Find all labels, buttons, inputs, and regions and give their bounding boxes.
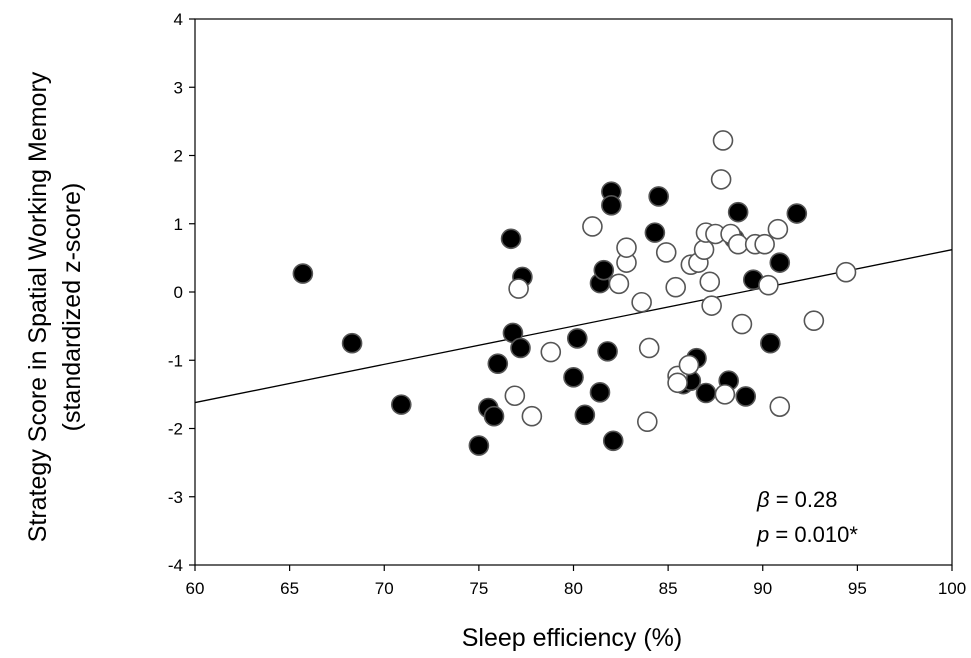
filled-data-point bbox=[760, 332, 781, 354]
filled-data-point bbox=[644, 222, 666, 243]
y-tick-label: -2 bbox=[168, 420, 183, 439]
open-data-point bbox=[582, 216, 603, 237]
tick-labels: 60 65 70 75 80 85 90 95 100 4 3 2 1 0 -1 -2 -3 -4 bbox=[168, 10, 966, 598]
filled-data-point bbox=[341, 332, 363, 354]
plot-frame bbox=[194, 18, 953, 566]
x-tick-label: 90 bbox=[753, 579, 772, 598]
open-data-point bbox=[655, 242, 677, 263]
open-data-point bbox=[835, 261, 857, 283]
filled-data-point bbox=[500, 228, 522, 250]
data-points bbox=[292, 130, 857, 456]
filled-data-point bbox=[563, 367, 584, 388]
x-tick-label: 75 bbox=[469, 579, 488, 598]
filled-data-point bbox=[648, 186, 669, 207]
filled-data-point bbox=[602, 430, 624, 452]
y-tick-label: 1 bbox=[174, 215, 183, 234]
filled-data-point bbox=[597, 341, 618, 362]
filled-data-point bbox=[292, 263, 314, 284]
y-tick-label: 2 bbox=[174, 147, 183, 166]
open-data-point bbox=[754, 233, 775, 255]
open-data-point bbox=[769, 396, 791, 417]
filled-data-point bbox=[593, 259, 615, 281]
x-tick-label: 70 bbox=[375, 579, 394, 598]
open-data-point bbox=[608, 273, 630, 295]
open-data-point bbox=[667, 372, 688, 394]
x-tick-label: 100 bbox=[938, 579, 966, 598]
filled-data-point bbox=[769, 252, 791, 273]
open-data-point bbox=[701, 295, 722, 316]
filled-data-point bbox=[786, 203, 808, 224]
open-data-point bbox=[665, 276, 686, 298]
open-data-point bbox=[710, 169, 732, 190]
filled-data-point bbox=[695, 382, 717, 404]
trendline-group bbox=[194, 249, 953, 404]
open-data-point bbox=[616, 237, 637, 258]
open-data-point bbox=[521, 405, 543, 427]
open-data-point bbox=[678, 354, 700, 376]
y-tick-label: -3 bbox=[168, 488, 183, 507]
y-tick-label: -1 bbox=[168, 351, 183, 370]
x-tick-label: 95 bbox=[848, 579, 867, 598]
regression-line bbox=[194, 249, 953, 404]
x-axis-title: Sleep efficiency (%) bbox=[462, 624, 682, 652]
filled-data-point bbox=[601, 195, 622, 216]
filled-data-point bbox=[574, 404, 596, 426]
open-data-point bbox=[540, 341, 562, 363]
filled-data-point bbox=[510, 337, 531, 359]
y-tick-label: 4 bbox=[174, 10, 183, 29]
filled-data-point bbox=[468, 435, 490, 456]
filled-data-point bbox=[566, 328, 588, 349]
open-data-point bbox=[699, 271, 721, 293]
beta-annotation: β = 0.28 bbox=[756, 487, 837, 512]
beta-value: = 0.28 bbox=[770, 487, 838, 512]
open-data-point bbox=[638, 337, 660, 359]
open-data-point bbox=[758, 274, 779, 296]
open-data-point bbox=[712, 130, 734, 151]
filled-data-point bbox=[483, 405, 505, 427]
open-data-point bbox=[631, 291, 652, 313]
p-value: = 0.010* bbox=[769, 522, 858, 547]
filled-data-point bbox=[589, 382, 611, 403]
y-tick-label: 3 bbox=[174, 78, 183, 97]
x-tick-label: 65 bbox=[280, 579, 299, 598]
open-data-point bbox=[767, 218, 789, 240]
y-axis-title-line1: Strategy Score in Spatial Working Memory bbox=[24, 71, 52, 542]
y-axis-title-group: Strategy Score in Spatial Working Memory… bbox=[24, 71, 86, 542]
open-data-point bbox=[727, 233, 749, 255]
y-axis-title-line2: (standardized z-score) bbox=[58, 183, 86, 432]
filled-data-point bbox=[735, 386, 757, 407]
x-tick-label: 85 bbox=[659, 579, 678, 598]
open-data-point bbox=[803, 310, 825, 331]
open-data-point bbox=[508, 278, 529, 299]
open-data-point bbox=[637, 411, 658, 432]
p-annotation: p = 0.010* bbox=[756, 522, 858, 547]
open-data-point bbox=[714, 384, 736, 405]
p-symbol: p bbox=[756, 522, 769, 547]
beta-symbol: β bbox=[756, 487, 770, 512]
x-tick-label: 60 bbox=[186, 579, 205, 598]
plot-axes bbox=[189, 18, 953, 571]
filled-data-point bbox=[487, 353, 509, 374]
y-tick-label: 0 bbox=[174, 283, 183, 302]
filled-data-point bbox=[390, 394, 412, 415]
y-tick-label: -4 bbox=[168, 556, 183, 575]
x-tick-label: 80 bbox=[564, 579, 583, 598]
open-data-point bbox=[504, 385, 526, 407]
filled-data-point bbox=[727, 201, 749, 223]
open-data-point bbox=[731, 313, 753, 335]
